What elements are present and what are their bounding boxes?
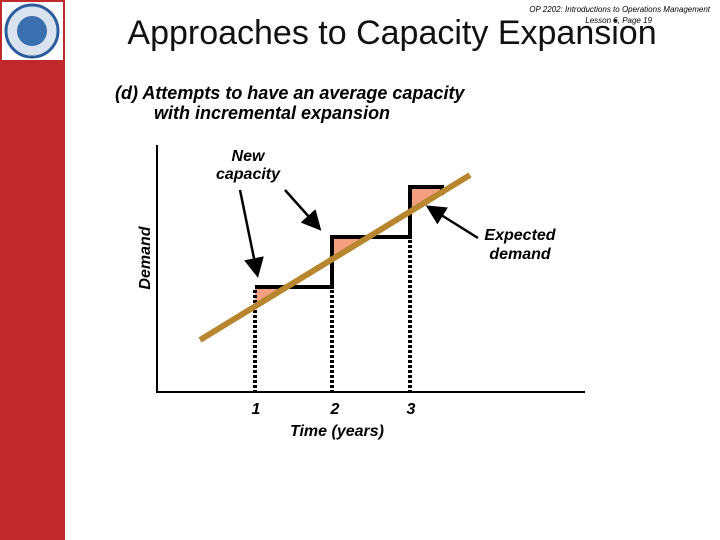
title: Approaches to Capacity Expansion [127, 14, 656, 52]
demand-line [198, 172, 472, 343]
x-axis-label: Time (years) [290, 423, 384, 440]
subtitle-line: with incremental expansion [154, 103, 390, 123]
page-label: Lesson 6, Page 19 [585, 16, 652, 25]
arrow [284, 189, 322, 231]
side-bar [0, 0, 65, 540]
capacity-step [255, 185, 444, 289]
expected-demand-label: Expected [484, 227, 556, 244]
expected-demand-label: demand [489, 246, 552, 263]
course-label: OP 2202: Introductions to Operations Man… [529, 5, 710, 14]
new-capacity-label: New [232, 148, 266, 165]
y-axis-label: Demand [137, 225, 154, 289]
x-label: 2 [330, 401, 340, 418]
new-capacity-label: capacity [216, 166, 281, 183]
subtitle-line: (d) Attempts to have an average capacity [115, 83, 465, 103]
arrow [238, 189, 264, 278]
x-label: 1 [252, 401, 261, 418]
logo-center [17, 16, 47, 46]
arrow [425, 205, 479, 240]
x-label: 3 [407, 401, 416, 418]
